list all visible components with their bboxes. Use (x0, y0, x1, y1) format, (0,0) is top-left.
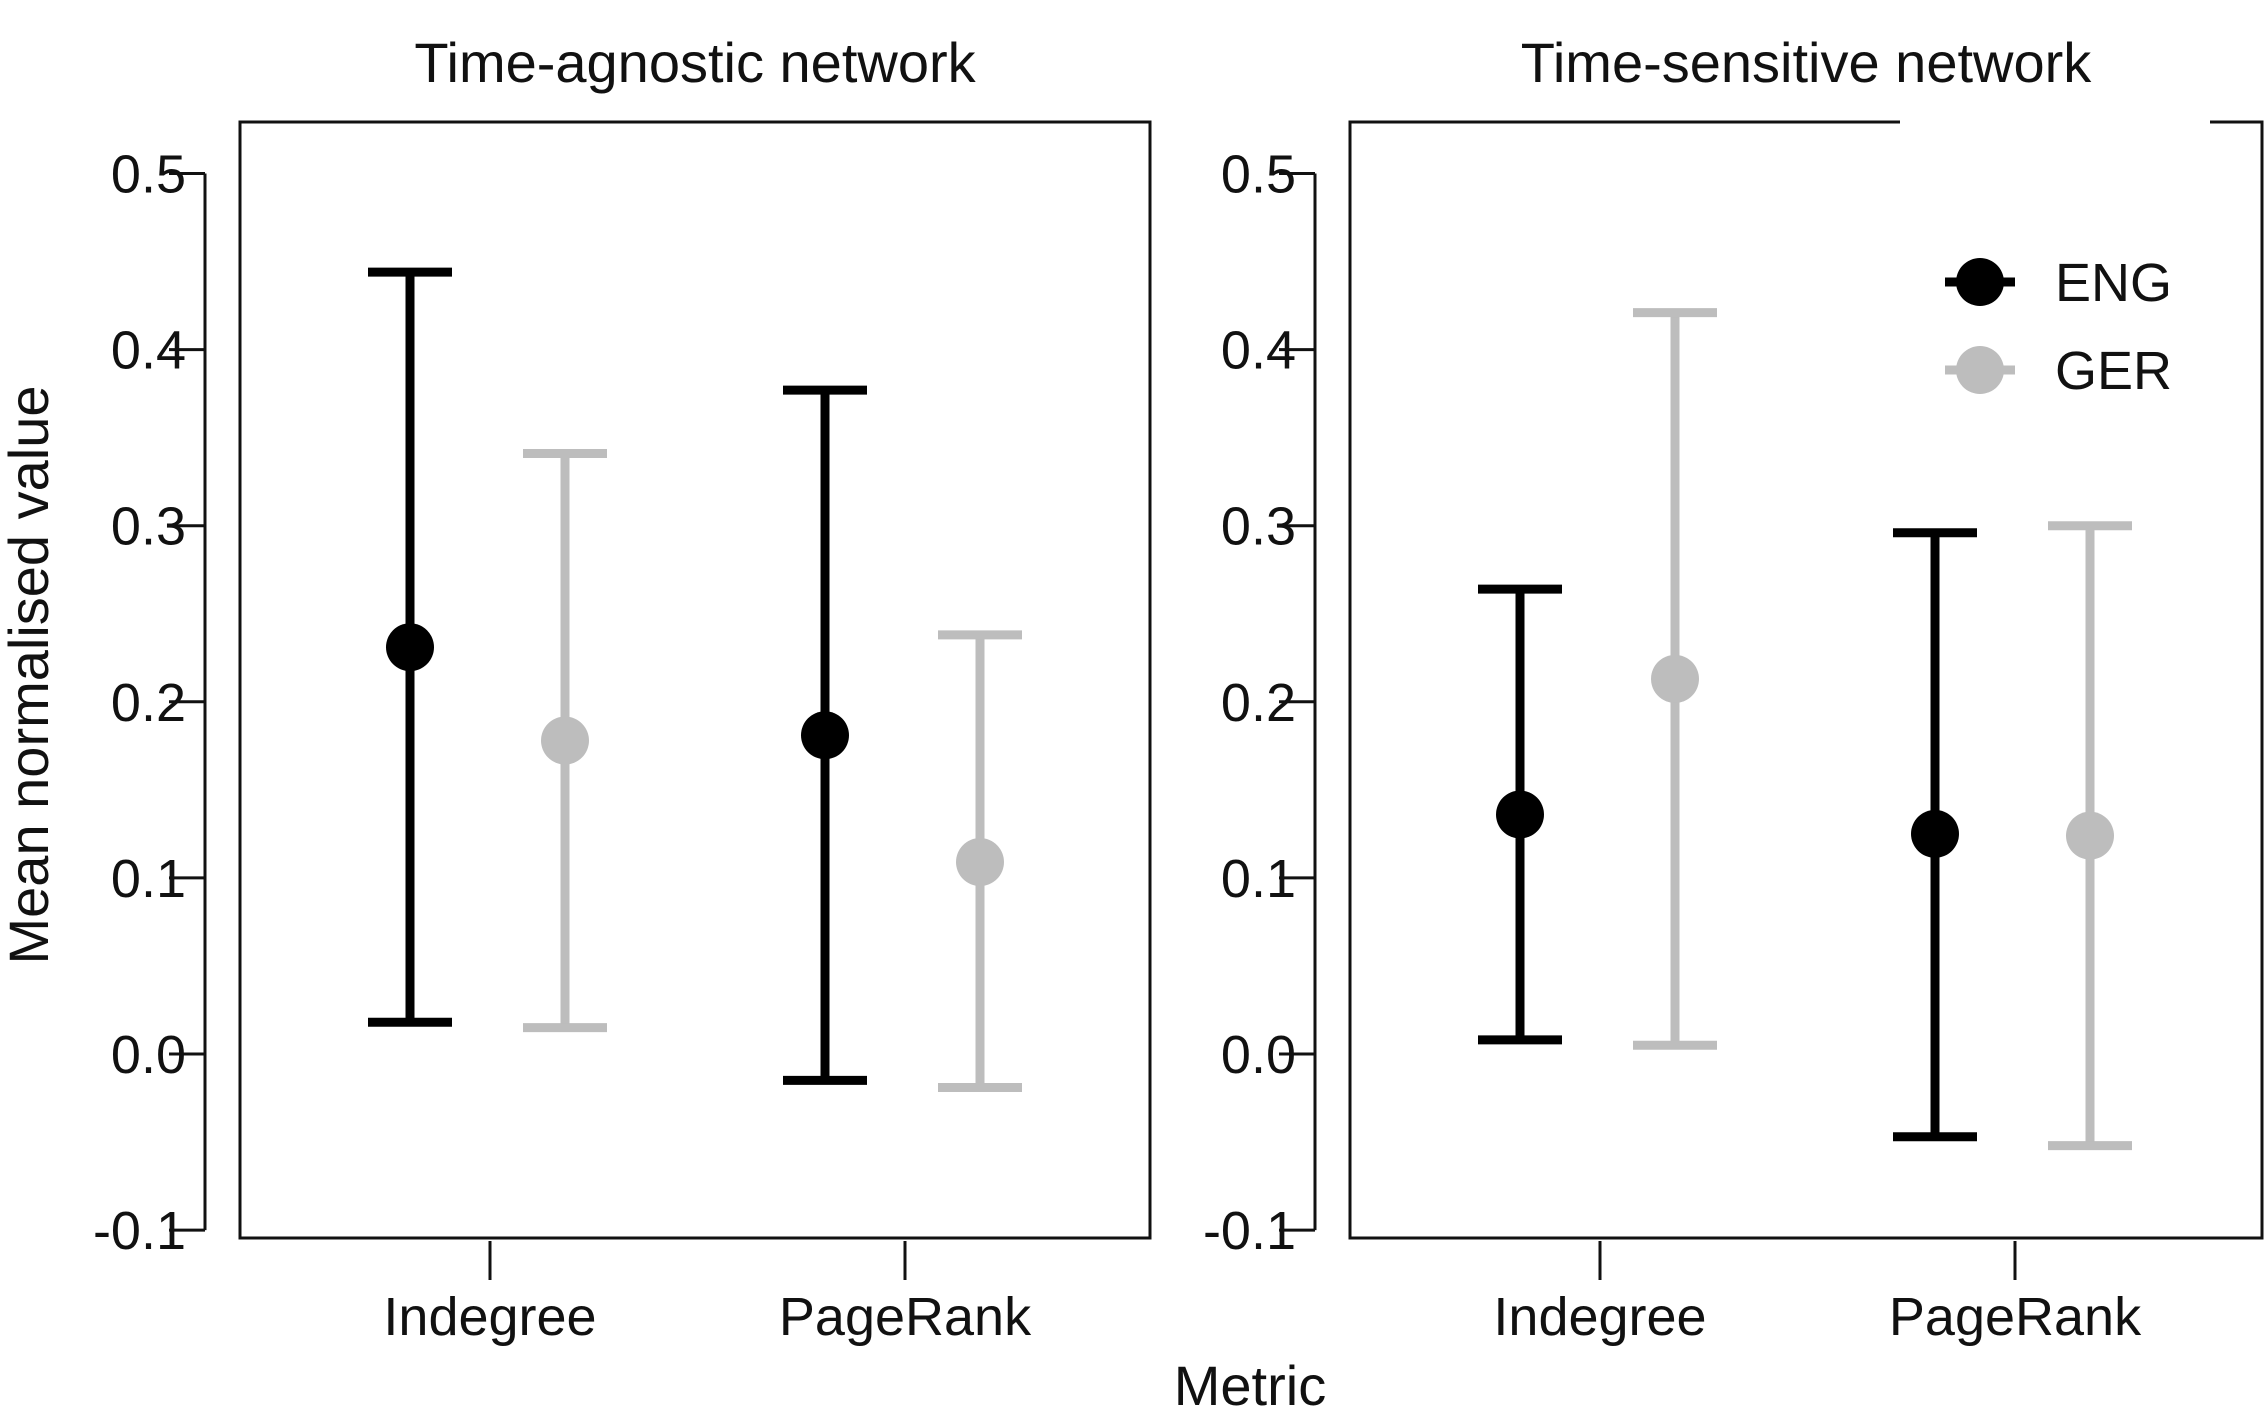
panel-frame (1348, 120, 2264, 1240)
x-tick-label: PageRank (1889, 1287, 2142, 1347)
y-tick-label: 0.5 (111, 145, 186, 205)
mean-point-eng (801, 711, 849, 760)
y-tick-label: 0.1 (111, 849, 186, 909)
mean-point-ger (2066, 811, 2114, 860)
panel-title: Time-agnostic network (414, 31, 976, 94)
y-tick-label: 0.0 (1221, 1025, 1296, 1085)
y-tick-label: -0.1 (1203, 1201, 1296, 1261)
y-tick-label: 0.3 (1221, 497, 1296, 557)
y-tick-label: 0.0 (111, 1025, 186, 1085)
legend-marker-ger (1956, 346, 2004, 394)
y-tick-label: 0.4 (1221, 321, 1296, 381)
y-tick-label: 0.2 (1221, 673, 1296, 733)
mean-point-ger (1651, 654, 1699, 703)
mean-point-ger (541, 716, 589, 765)
y-tick-label: 0.3 (111, 497, 186, 557)
y-tick-label: 0.5 (1221, 145, 1296, 205)
x-axis-label: Metric (1174, 1354, 1326, 1417)
panel-title: Time-sensitive network (1521, 31, 2093, 94)
x-tick-label: Indegree (1493, 1287, 1706, 1347)
x-tick-label: PageRank (779, 1287, 1032, 1347)
panel-frame (238, 120, 1152, 1240)
x-tick-label: Indegree (383, 1287, 596, 1347)
y-axis-label: Mean normalised value (0, 386, 60, 965)
y-tick-label: -0.1 (93, 1201, 186, 1261)
y-tick-label: 0.2 (111, 673, 186, 733)
legend-label-eng: ENG (2055, 253, 2172, 313)
mean-point-eng (386, 623, 434, 672)
y-tick-label: 0.1 (1221, 849, 1296, 909)
legend-marker-eng (1956, 258, 2004, 306)
mean-point-eng (1496, 790, 1544, 839)
y-tick-label: 0.4 (111, 321, 186, 381)
mean-point-eng (1911, 809, 1959, 858)
mean-point-ger (956, 838, 1004, 887)
legend-label-ger: GER (2055, 341, 2172, 401)
